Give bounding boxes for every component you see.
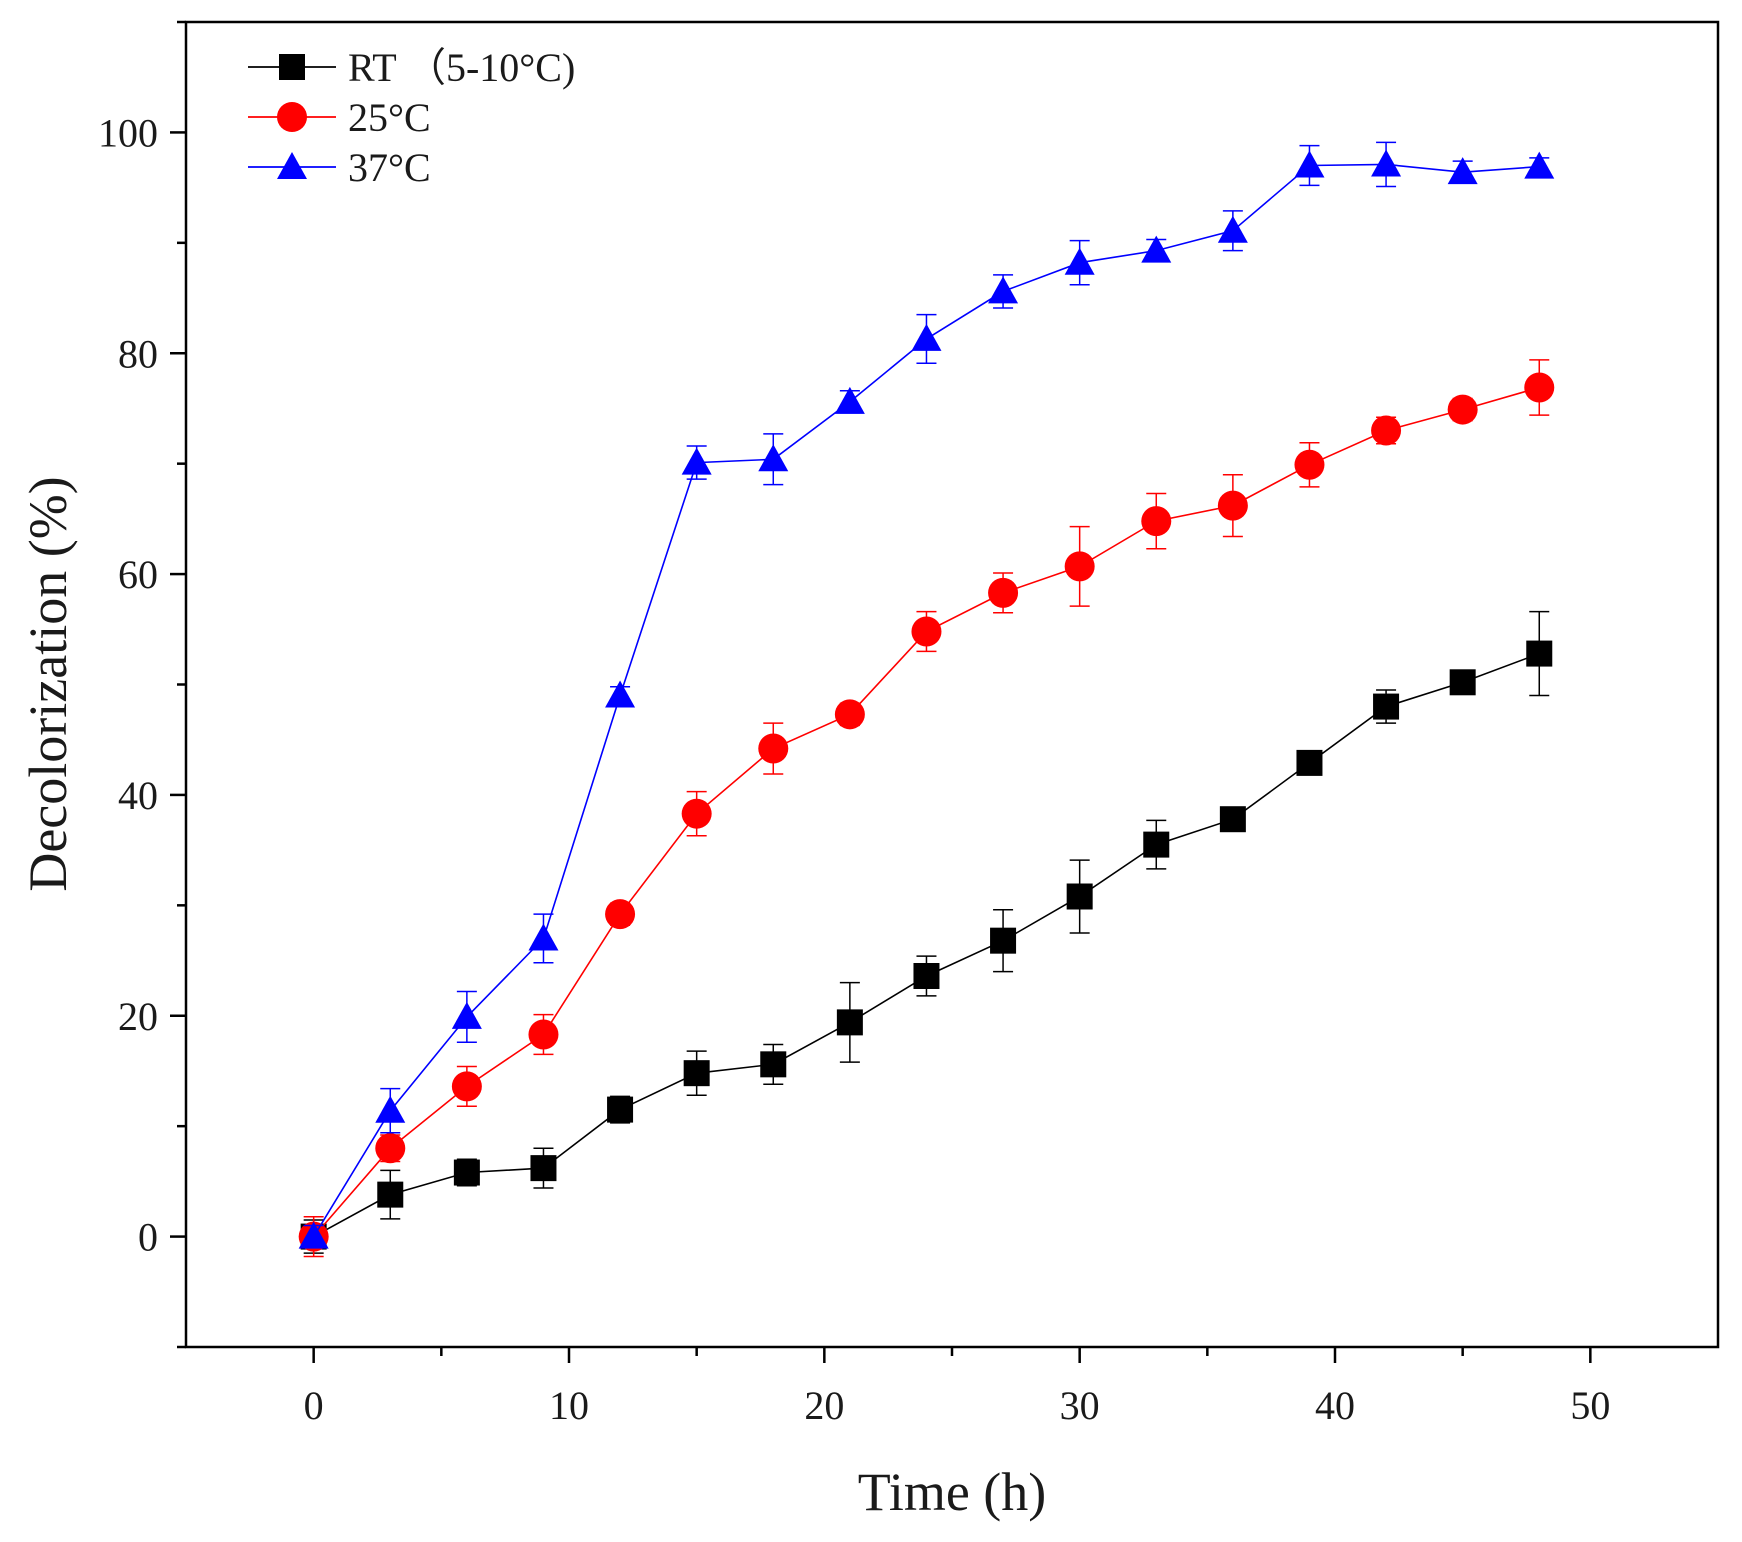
series-layer <box>298 141 1555 1258</box>
data-point <box>760 1051 787 1078</box>
legend-marker <box>277 102 307 132</box>
y-tick-label: 20 <box>118 994 158 1039</box>
data-point <box>1449 669 1476 696</box>
legend-label: 37°C <box>348 145 431 190</box>
data-point <box>298 1221 329 1249</box>
data-point <box>913 963 940 989</box>
data-point <box>375 1133 406 1164</box>
data-point <box>1294 150 1325 178</box>
legend-label: RT （5-10°C) <box>348 45 575 90</box>
data-point <box>530 1155 557 1182</box>
data-point <box>911 323 942 351</box>
data-point <box>377 1181 404 1208</box>
series-2 <box>298 141 1555 1249</box>
data-point <box>683 1060 710 1087</box>
data-point <box>1219 806 1246 833</box>
x-axis-label: Time (h) <box>858 1462 1047 1522</box>
plot-frame <box>184 20 1720 1349</box>
legend-label: 25°C <box>348 95 431 140</box>
data-point <box>451 1071 482 1102</box>
data-point <box>1217 490 1248 521</box>
data-point <box>1064 247 1095 275</box>
data-point <box>1524 151 1555 179</box>
series-line <box>313 386 1540 1238</box>
x-tick-label: 0 <box>304 1383 324 1428</box>
data-point <box>834 699 865 730</box>
data-point <box>1447 394 1478 425</box>
data-point <box>681 798 712 829</box>
data-point <box>836 1009 863 1036</box>
data-point <box>758 733 789 764</box>
y-axis-label: Decolorization (%) <box>18 476 78 891</box>
data-point <box>453 1159 480 1186</box>
data-point <box>528 923 559 951</box>
series-1 <box>298 359 1555 1258</box>
data-point <box>1294 449 1325 480</box>
data-point <box>911 616 942 647</box>
axis-ticks: 0 10 20 30 40 50 0 20 40 60 80 100 <box>98 20 1610 1428</box>
data-point <box>1296 749 1323 776</box>
data-point <box>1141 506 1172 537</box>
data-point <box>1143 831 1170 858</box>
x-tick-label: 50 <box>1570 1383 1610 1428</box>
y-tick-label: 80 <box>118 331 158 376</box>
data-point <box>451 1001 482 1029</box>
data-point <box>1066 883 1093 910</box>
data-point <box>1217 215 1248 243</box>
data-point <box>607 1096 634 1123</box>
data-point <box>681 447 712 475</box>
data-point <box>1526 640 1553 667</box>
data-point <box>605 680 636 708</box>
series-line <box>313 652 1540 1238</box>
data-point <box>1524 372 1555 403</box>
x-tick-label: 40 <box>1315 1383 1355 1428</box>
x-tick-label: 30 <box>1060 1383 1100 1428</box>
data-point <box>1447 157 1478 185</box>
legend: RT （5-10°C) 25°C 37°C <box>248 45 575 190</box>
y-tick-label: 100 <box>98 110 158 155</box>
x-tick-label: 20 <box>804 1383 844 1428</box>
data-point <box>1141 235 1172 263</box>
data-point <box>990 927 1017 954</box>
data-point <box>528 1019 559 1050</box>
legend-marker <box>279 54 305 80</box>
data-point <box>1371 415 1402 446</box>
x-tick-label: 10 <box>549 1383 589 1428</box>
data-point <box>988 276 1019 304</box>
data-point <box>375 1095 406 1123</box>
data-point <box>1064 551 1095 582</box>
series-0 <box>300 610 1553 1254</box>
y-tick-label: 60 <box>118 552 158 597</box>
data-point <box>758 444 789 472</box>
y-tick-label: 0 <box>138 1215 158 1260</box>
data-point <box>988 577 1019 608</box>
data-point <box>1373 693 1400 720</box>
data-point <box>605 899 636 930</box>
data-point <box>1371 149 1402 177</box>
y-tick-label: 40 <box>118 773 158 818</box>
legend-marker <box>277 152 307 179</box>
data-point <box>834 386 865 414</box>
